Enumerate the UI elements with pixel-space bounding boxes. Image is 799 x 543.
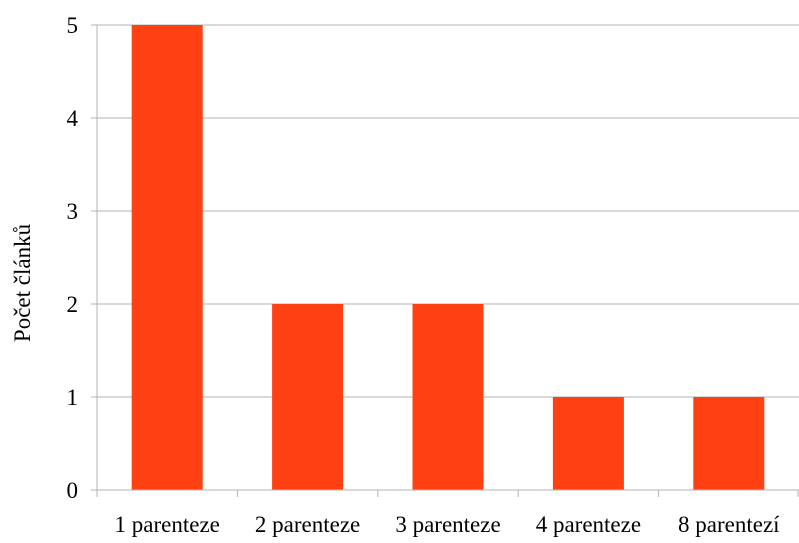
y-tick-label: 1 [67, 385, 79, 410]
axes [91, 24, 799, 497]
x-tick-label: 4 parenteze [536, 512, 641, 537]
y-tick-label: 2 [67, 292, 79, 317]
y-tick-label: 4 [67, 106, 79, 131]
gridlines [97, 24, 799, 398]
x-tick-label: 3 parenteze [395, 512, 500, 537]
y-tick-label: 0 [67, 478, 79, 503]
y-tick-label: 3 [67, 199, 79, 224]
x-tick-label: 8 parentezí [678, 512, 780, 537]
x-tick-label: 2 parenteze [255, 512, 360, 537]
bars [131, 25, 765, 490]
bar [412, 304, 484, 490]
bar [131, 25, 203, 490]
y-axis-title: Počet článků [10, 223, 35, 342]
axis-labels: 0 1 2 3 4 5 1 parenteze 2 parenteze 3 parenteze 4… [67, 13, 781, 537]
x-tick-label: 1 parenteze [115, 512, 220, 537]
bar [693, 397, 765, 490]
bar [272, 304, 344, 490]
y-tick-label: 5 [67, 13, 79, 38]
bar [552, 397, 624, 490]
